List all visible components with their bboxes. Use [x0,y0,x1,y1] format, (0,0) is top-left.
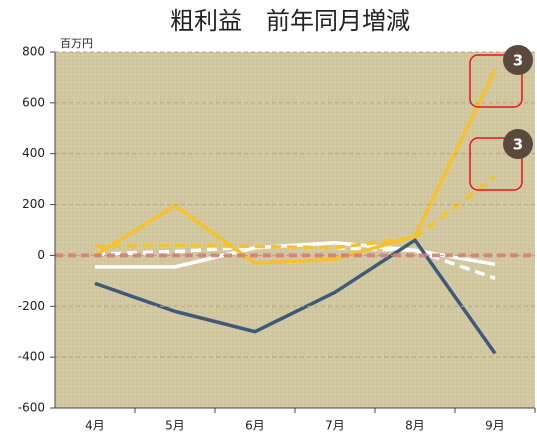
x-tick-label: 8月 [405,419,425,433]
plot-area [55,52,535,408]
series-line [94,69,497,265]
y-tick-label: 600 [22,95,45,109]
highlight-box [469,137,523,191]
y-tick-label: 400 [22,146,45,160]
x-tick-label: 4月 [85,419,105,433]
badge-text: 3 [513,136,523,154]
y-tick-label: -400 [18,350,45,364]
x-tick-label: 9月 [485,419,505,433]
y-tick-label: -600 [18,401,45,415]
x-tick-label: 7月 [325,419,345,433]
badge [503,45,533,75]
y-tick-label: 800 [22,45,45,59]
y-tick-label: 200 [22,197,45,211]
x-tick-label: 6月 [245,419,265,433]
x-tick-label: 5月 [165,419,185,433]
chart-title: 粗利益 前年同月増減 [170,7,410,35]
y-tick-label: -200 [18,299,45,313]
series-line [95,240,496,269]
y-unit: 百万円 [60,37,93,50]
y-tick-label: 0 [37,248,45,262]
highlight-box [469,54,523,108]
badge [503,129,533,159]
badge-text: 3 [513,52,523,70]
series-line [94,175,497,250]
